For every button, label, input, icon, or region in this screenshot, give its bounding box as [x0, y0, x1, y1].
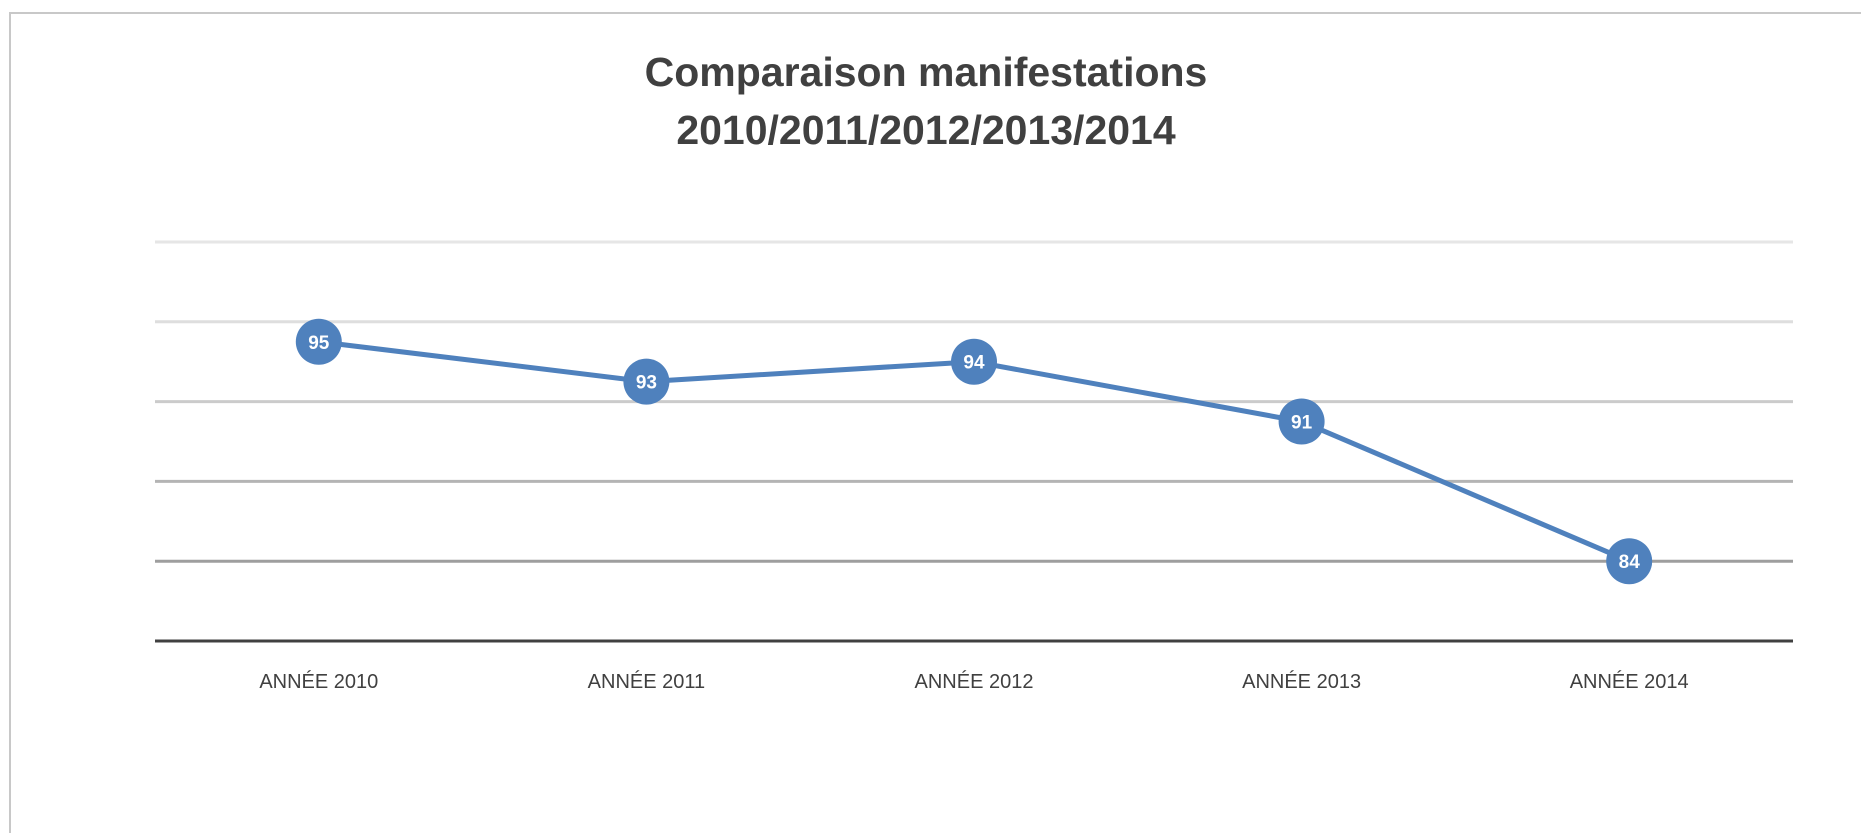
chart-title-line-2: 2010/2011/2012/2013/2014 — [676, 107, 1176, 153]
gridlines — [155, 240, 1793, 563]
data-point-marker — [295, 318, 342, 365]
data-point-marker — [1606, 538, 1653, 585]
series-group: 95 93 94 91 84 — [295, 318, 1653, 585]
data-point-marker — [1278, 398, 1325, 445]
x-tick-label: ANNÉE 2011 — [588, 670, 705, 693]
data-label: 84 — [1619, 552, 1641, 573]
data-label: 93 — [636, 373, 657, 394]
x-tick-label: ANNÉE 2013 — [1242, 670, 1361, 693]
x-tick-label: ANNÉE 2012 — [915, 670, 1034, 693]
data-point-marker — [623, 358, 670, 405]
data-point-marker — [951, 338, 997, 385]
x-tick-label: ANNÉE 2010 — [259, 670, 378, 693]
x-tick-label: ANNÉE 2014 — [1570, 670, 1689, 693]
data-label: 95 — [308, 333, 330, 354]
data-label: 94 — [963, 353, 985, 374]
x-axis-tick-labels: ANNÉE 2010 ANNÉE 2011 ANNÉE 2012 ANNÉE 2013… — [259, 670, 1688, 693]
chart-title-line-1: Comparaison manifestations — [645, 49, 1208, 95]
data-label: 91 — [1291, 413, 1313, 434]
chart-frame — [9, 12, 1861, 833]
